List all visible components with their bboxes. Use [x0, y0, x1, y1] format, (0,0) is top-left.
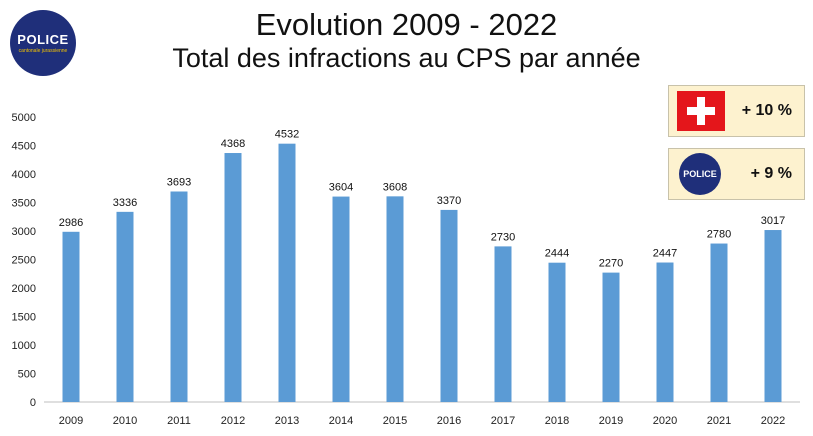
x-tick-label-2019: 2019: [599, 415, 623, 427]
data-label-2011: 3693: [167, 176, 191, 188]
y-tick-label: 2000: [12, 283, 36, 295]
bar-2018: [548, 262, 566, 402]
x-tick-label-2021: 2021: [707, 415, 731, 427]
logo-tagline: cantonale jurassienne: [18, 48, 68, 54]
chart-titles: Evolution 2009 - 2022 Total des infracti…: [0, 8, 813, 74]
data-label-2017: 2730: [491, 231, 515, 243]
jura-change-value: + 9 %: [750, 165, 792, 182]
page-title: Evolution 2009 - 2022: [255, 7, 558, 42]
data-label-2019: 2270: [599, 258, 623, 270]
y-tick-label: 5000: [12, 112, 36, 124]
x-tick-label-2012: 2012: [221, 415, 245, 427]
police-logo-icon: POLICE: [679, 153, 721, 195]
logo-word: POLICE: [17, 32, 69, 47]
x-tick-label-2014: 2014: [329, 415, 353, 427]
y-tick-label: 3500: [12, 198, 36, 210]
y-tick-label: 4000: [12, 169, 36, 181]
bar-2014: [332, 196, 350, 402]
y-tick-label: 1000: [12, 340, 36, 352]
x-tick-label-2020: 2020: [653, 415, 677, 427]
bar-2017: [494, 246, 512, 402]
data-label-2022: 3017: [761, 215, 785, 227]
data-label-2018: 2444: [545, 248, 569, 260]
bar-2012: [224, 153, 242, 402]
y-tick-label: 2500: [12, 255, 36, 267]
x-tick-label-2015: 2015: [383, 415, 407, 427]
jura-change-badge: POLICE + 9 %: [668, 148, 805, 200]
x-tick-label-2022: 2022: [761, 415, 785, 427]
x-tick-label-2018: 2018: [545, 415, 569, 427]
x-tick-label-2010: 2010: [113, 415, 137, 427]
bar-2021: [710, 243, 728, 402]
x-tick-label-2017: 2017: [491, 415, 515, 427]
bar-2016: [440, 209, 458, 402]
y-tick-label: 4500: [12, 141, 36, 153]
mini-logo-word: POLICE: [683, 169, 717, 179]
swiss-flag-icon: [677, 91, 725, 131]
swiss-change-badge: + 10 %: [668, 85, 805, 137]
bar-2011: [170, 191, 188, 402]
data-label-2010: 3336: [113, 197, 137, 209]
bar-2010: [116, 211, 134, 402]
bar-2015: [386, 196, 404, 402]
bar-2020: [656, 262, 674, 402]
x-tick-label-2011: 2011: [167, 415, 191, 427]
bar-2019: [602, 272, 620, 402]
data-label-2009: 2986: [59, 217, 83, 229]
bar-2022: [764, 230, 782, 402]
data-label-2021: 2780: [707, 229, 731, 241]
data-label-2013: 4532: [275, 129, 299, 141]
y-tick-label: 0: [30, 397, 36, 409]
x-tick-label-2016: 2016: [437, 415, 461, 427]
data-label-2015: 3608: [383, 181, 407, 193]
swiss-change-value: + 10 %: [741, 102, 792, 119]
bar-2009: [62, 231, 80, 402]
data-label-2014: 3604: [329, 182, 353, 194]
chart-subtitle: Total des infractions au CPS par année: [172, 43, 641, 73]
data-label-2016: 3370: [437, 195, 461, 207]
x-tick-label-2013: 2013: [275, 415, 299, 427]
police-logo: POLICE cantonale jurassienne: [10, 10, 76, 76]
bar-2013: [278, 143, 296, 402]
y-tick-label: 3000: [12, 226, 36, 238]
y-tick-label: 500: [18, 369, 36, 381]
x-tick-label-2009: 2009: [59, 415, 83, 427]
data-label-2020: 2447: [653, 248, 677, 260]
y-tick-label: 1500: [12, 312, 36, 324]
data-label-2012: 4368: [221, 138, 245, 150]
